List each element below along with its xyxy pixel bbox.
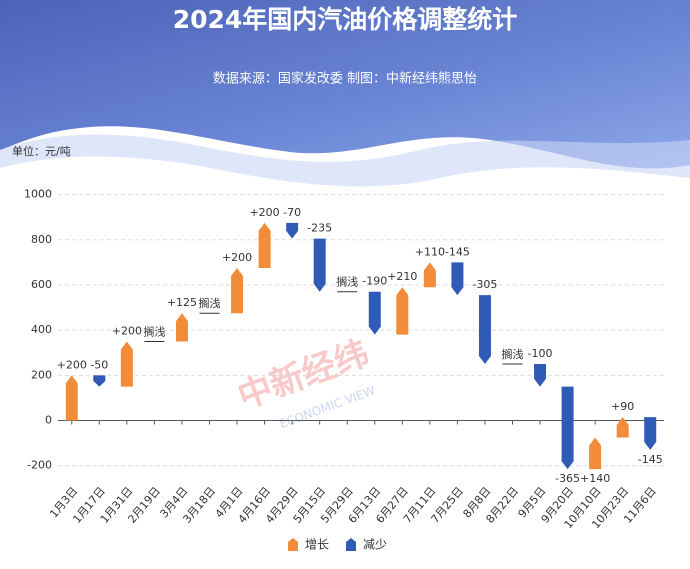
value-label: +110 xyxy=(415,245,445,258)
bar xyxy=(478,295,491,365)
legend-swatch xyxy=(288,538,298,551)
value-label: -50 xyxy=(90,358,108,371)
bar xyxy=(423,262,436,288)
value-label: 搁浅 xyxy=(502,347,524,361)
y-tick-label: 800 xyxy=(31,233,52,246)
value-label: +200 xyxy=(222,251,252,264)
value-label: -305 xyxy=(472,278,497,291)
bar xyxy=(644,417,657,450)
header-wave-light xyxy=(0,134,690,187)
value-label: +210 xyxy=(387,270,417,283)
bar xyxy=(258,222,271,269)
bar xyxy=(65,375,78,421)
bar xyxy=(534,364,547,387)
value-label: +200 xyxy=(112,324,142,337)
value-label: 搁浅 xyxy=(336,275,358,289)
y-tick-label: 400 xyxy=(31,323,52,336)
bar xyxy=(231,268,244,314)
y-tick-label: 0 xyxy=(45,414,52,427)
bar xyxy=(120,341,133,387)
bar xyxy=(451,262,464,296)
value-label: +200 xyxy=(249,206,279,219)
legend-label: 增长 xyxy=(305,538,329,552)
value-label: -100 xyxy=(528,347,553,360)
header-wave xyxy=(0,0,690,169)
legend-label: 减少 xyxy=(363,538,387,552)
y-tick-label: -200 xyxy=(27,459,52,472)
bar xyxy=(175,313,188,342)
bar xyxy=(93,375,106,387)
value-label: -235 xyxy=(307,222,332,235)
bar xyxy=(561,386,574,470)
value-label: -145 xyxy=(638,453,663,466)
bar xyxy=(616,417,629,438)
unit-label: 单位：元/吨 xyxy=(12,144,71,158)
y-tick-label: 200 xyxy=(31,368,52,381)
value-label: +125 xyxy=(167,296,197,309)
y-tick-label: 1000 xyxy=(24,188,52,201)
chart-subtitle: 数据来源：国家发改委 制图：中新经纬熊思怡 xyxy=(213,71,477,87)
y-tick-label: 600 xyxy=(31,278,52,291)
value-label: 搁浅 xyxy=(143,324,165,338)
value-label: +90 xyxy=(611,400,634,413)
value-label: +140 xyxy=(580,472,610,485)
value-label: -70 xyxy=(283,206,301,219)
bar xyxy=(589,437,602,470)
value-label: -365 xyxy=(555,472,580,485)
bar xyxy=(368,291,381,335)
bar xyxy=(396,287,409,335)
value-label: -145 xyxy=(445,245,470,258)
value-label: +200 xyxy=(57,358,87,371)
legend-swatch xyxy=(346,538,356,551)
bar xyxy=(286,222,299,239)
bar xyxy=(313,238,326,292)
chart-title: 2024年国内汽油价格调整统计 xyxy=(173,5,518,34)
value-label: 搁浅 xyxy=(199,296,221,310)
value-label: -190 xyxy=(362,275,387,288)
